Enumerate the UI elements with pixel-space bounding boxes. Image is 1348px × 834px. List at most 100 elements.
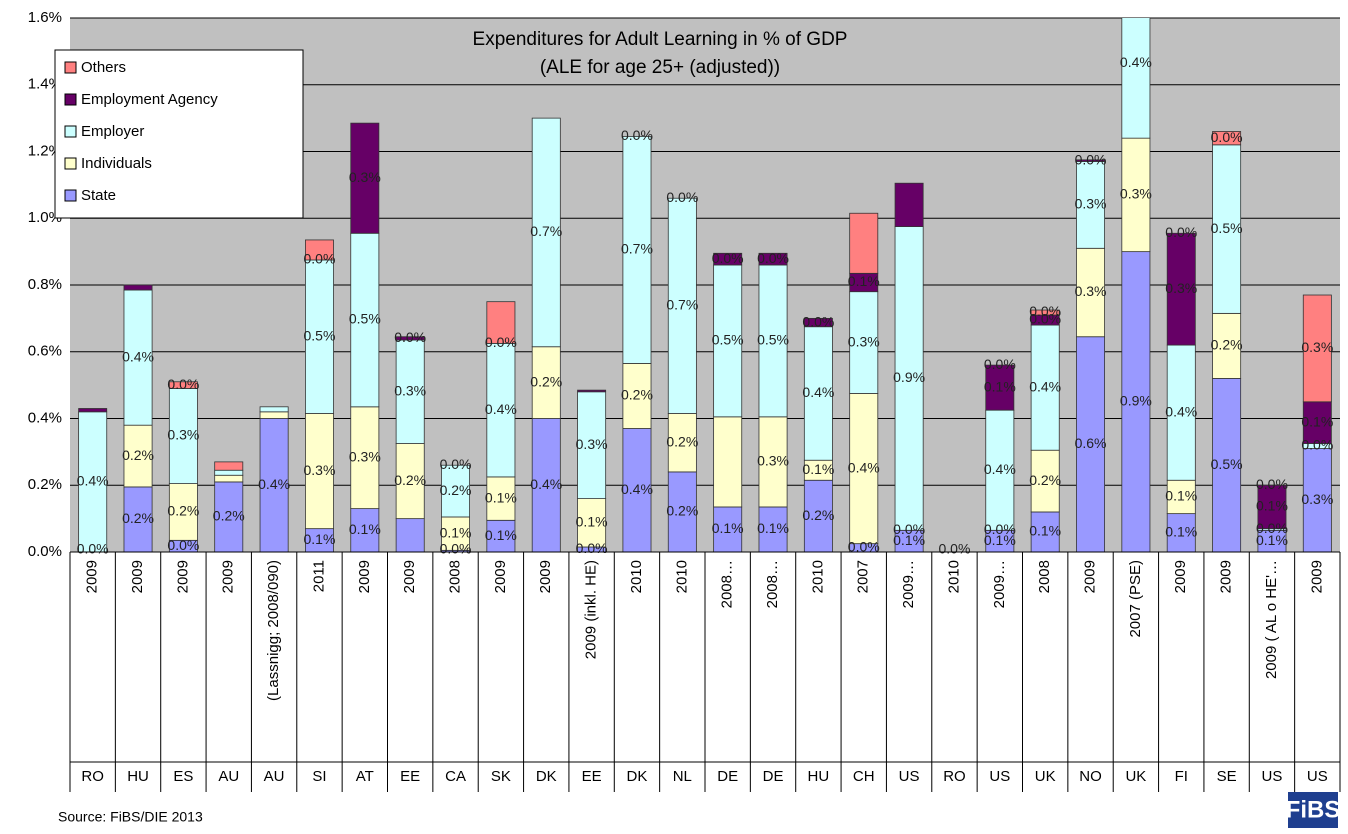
bar-segment — [486, 301, 516, 344]
value-label: 0.0% — [984, 356, 1016, 372]
value-label: 0.5% — [1211, 220, 1243, 236]
value-label: 0.0% — [1075, 151, 1107, 167]
bar-segment — [1212, 312, 1242, 379]
bar-segment — [1076, 161, 1105, 249]
bar-segment — [486, 343, 516, 478]
bar-segment — [395, 518, 425, 552]
bar-segment — [1030, 309, 1060, 316]
x-year-label: 2007 — [855, 560, 872, 593]
value-label: 0.1% — [848, 273, 880, 289]
bar-segment — [123, 289, 153, 426]
bar-segment — [849, 212, 879, 274]
x-year-label: 2007 (PSE) — [1127, 560, 1144, 638]
legend-swatch — [64, 93, 77, 106]
value-label: 0.2% — [1211, 337, 1243, 353]
legend-label: Others — [81, 59, 126, 76]
value-label: 0.3% — [757, 453, 789, 469]
bar-segment — [803, 317, 833, 328]
bar-segment — [667, 471, 697, 552]
value-label: 0.0% — [621, 127, 653, 143]
bar-segment — [803, 479, 833, 552]
bar-segment — [985, 364, 1015, 411]
x-tick-label: EE — [582, 768, 602, 785]
value-label: 0.0% — [712, 250, 744, 266]
value-label: 0.4% — [1029, 378, 1061, 394]
x-year-label: (Lassnigg; 2008/090) — [265, 560, 282, 701]
value-label: 0.1% — [576, 514, 608, 530]
x-tick-label: SE — [1217, 768, 1237, 785]
value-label: 0.3% — [1165, 280, 1197, 296]
value-label: 0.0% — [77, 541, 109, 557]
value-label: 0.1% — [757, 520, 789, 536]
x-tick-label: DE — [717, 768, 738, 785]
value-label: 0.1% — [1165, 488, 1197, 504]
value-label: 0.2% — [122, 447, 154, 463]
y-tick-label: 0.6% — [28, 343, 62, 360]
x-tick-label: FI — [1175, 768, 1188, 785]
value-label: 0.2% — [394, 472, 426, 488]
value-label: 0.9% — [1120, 393, 1152, 409]
bar-segment — [894, 182, 924, 227]
x-year-label: 2011 — [310, 560, 327, 592]
value-label: 0.2% — [1029, 472, 1061, 488]
x-tick-label: RO — [81, 768, 104, 785]
x-year-label: 2008 — [447, 560, 464, 593]
legend-label: Employer — [81, 123, 144, 140]
bar-segment — [1166, 232, 1196, 346]
bar-segment — [1166, 479, 1196, 515]
bar-segment — [1166, 513, 1196, 552]
value-label: 0.2% — [666, 503, 698, 519]
bar-segment — [1302, 401, 1332, 444]
bar-segment — [1257, 484, 1287, 530]
x-tick-label: NL — [673, 768, 692, 785]
bar-segment — [713, 252, 743, 266]
bar-segment — [350, 508, 380, 552]
value-label: 0.2% — [621, 387, 653, 403]
bar-segment — [259, 406, 289, 413]
x-tick-label: AU — [218, 768, 239, 785]
x-tick-label: UK — [1125, 768, 1146, 785]
x-tick-label: AT — [356, 768, 374, 785]
bar-segment — [168, 381, 198, 389]
bar-segment — [259, 411, 289, 419]
value-label: 0.7% — [530, 223, 562, 239]
x-year-label: 2008… — [764, 560, 781, 608]
legend-label: Employment Agency — [81, 91, 218, 108]
x-year-label: 2008… — [719, 560, 736, 608]
value-label: 0.0% — [848, 539, 880, 555]
value-label: 0.4% — [1165, 403, 1197, 419]
value-label: 0.1% — [984, 532, 1016, 548]
value-label: 0.0% — [1256, 476, 1288, 492]
x-year-label: 2009 — [220, 560, 237, 593]
value-label: 0.4% — [122, 348, 154, 364]
y-tick-label: 0.4% — [28, 409, 62, 426]
y-tick-label: 1.4% — [28, 76, 62, 93]
value-label: 0.0% — [167, 376, 199, 392]
x-tick-label: NO — [1079, 768, 1102, 785]
bar-segment — [214, 461, 244, 471]
x-year-label: 2010 — [809, 560, 826, 593]
x-tick-label: SK — [491, 768, 511, 785]
value-label: 0.2% — [802, 507, 834, 523]
value-label: 0.0% — [984, 521, 1016, 537]
x-tick-label: DE — [763, 768, 784, 785]
value-label: 0.5% — [1211, 456, 1243, 472]
value-label: 0.2% — [167, 503, 199, 519]
value-label: 0.0% — [440, 541, 472, 557]
value-label: 0.0% — [1256, 520, 1288, 536]
value-label: 0.5% — [757, 332, 789, 348]
value-label: 0.1% — [1256, 498, 1288, 514]
value-label: 0.3% — [1301, 339, 1333, 355]
bar-segment — [1302, 448, 1332, 552]
bar-segment — [803, 326, 833, 461]
legend-swatch — [64, 189, 77, 202]
y-tick-label: 0.8% — [28, 276, 62, 293]
value-label: 0.4% — [258, 476, 290, 492]
value-label: 0.3% — [167, 427, 199, 443]
value-label: 0.3% — [1075, 196, 1107, 212]
x-year-label: 2009 — [356, 560, 373, 593]
bar-segment — [395, 336, 425, 341]
x-tick-label: US — [899, 768, 920, 785]
x-year-label: 2009 — [174, 560, 191, 593]
value-label: 0.5% — [712, 332, 744, 348]
